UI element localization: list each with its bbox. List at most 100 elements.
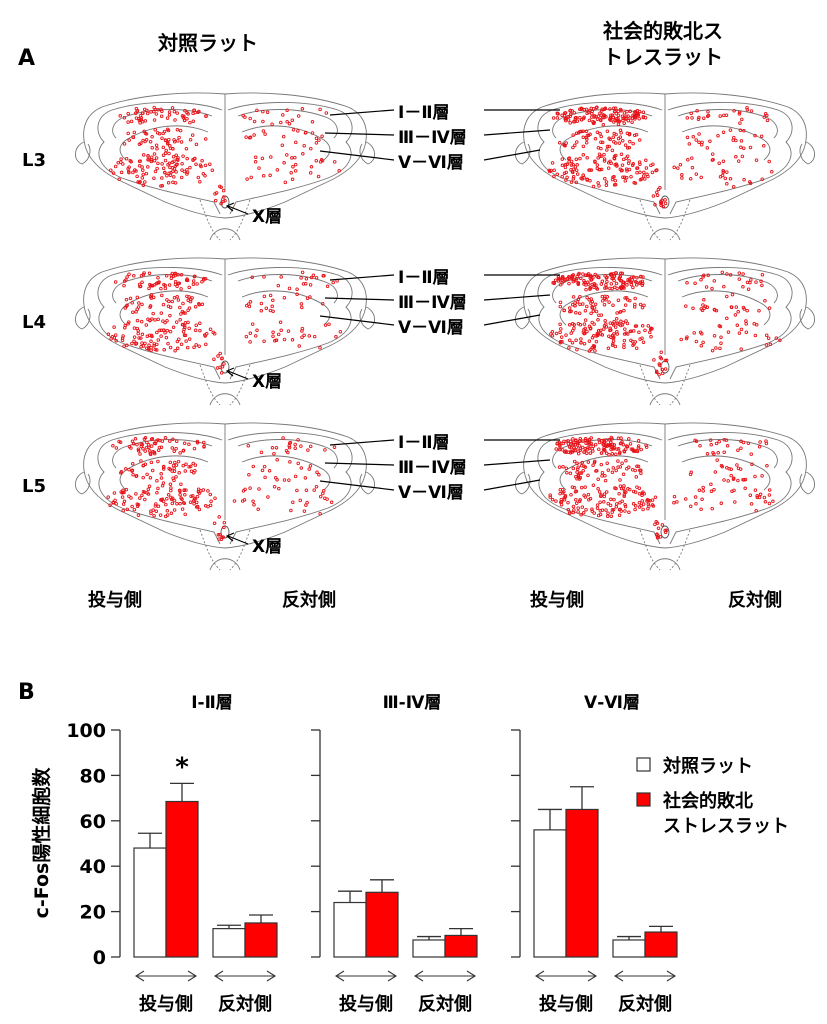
leader-line <box>483 314 541 326</box>
cfos-positive-cell-dot <box>700 497 704 502</box>
cfos-positive-cell-dot <box>140 332 145 337</box>
cfos-positive-cell-dot <box>599 451 604 455</box>
cfos-positive-cell-dot <box>724 438 729 442</box>
cfos-positive-cell-dot <box>584 140 589 145</box>
cfos-positive-cell-dot <box>317 473 321 477</box>
cfos-positive-cell-dot <box>309 146 313 151</box>
cfos-positive-cell-dot <box>604 282 608 287</box>
cfos-positive-cell-dot <box>561 441 565 446</box>
cfos-positive-cell-dot <box>583 438 588 443</box>
cfos-positive-cell-dot <box>728 273 733 277</box>
cfos-positive-cell-dot <box>574 310 578 315</box>
cfos-positive-cell-dot <box>122 499 127 504</box>
cfos-positive-cell-dot <box>190 133 195 137</box>
cfos-positive-cell-dot <box>574 474 578 479</box>
cfos-positive-cell-dot <box>607 144 611 149</box>
row-label-l3: L3 <box>22 150 46 171</box>
cfos-positive-cell-dot <box>179 312 183 316</box>
cfos-positive-cell-dot <box>245 177 249 181</box>
cfos-positive-cell-dot <box>323 448 327 452</box>
cfos-positive-cell-dot <box>154 112 159 116</box>
cfos-positive-cell-dot <box>616 113 621 118</box>
cfos-positive-cell-dot <box>156 486 160 491</box>
cfos-positive-cell-dot <box>554 447 558 451</box>
cfos-positive-cell-dot <box>170 501 175 506</box>
cfos-positive-cell-dot <box>322 274 326 278</box>
cfos-positive-cell-dot <box>143 180 147 184</box>
legend-label-stress-line2: ストレスラット <box>663 816 789 837</box>
cfos-positive-cell-dot <box>590 336 595 340</box>
cfos-positive-cell-dot <box>182 118 187 123</box>
cfos-positive-cell-dot <box>611 323 616 327</box>
cfos-positive-cell-dot <box>713 308 717 312</box>
cfos-positive-cell-dot <box>152 118 157 122</box>
cfos-positive-cell-dot <box>618 501 622 505</box>
cfos-positive-cell-dot <box>242 498 247 502</box>
cfos-positive-cell-dot <box>134 310 138 314</box>
cfos-positive-cell-dot <box>692 331 696 335</box>
cfos-positive-cell-dot <box>199 489 203 493</box>
cfos-positive-cell-dot <box>735 463 739 467</box>
cfos-positive-cell-dot <box>144 171 149 176</box>
cfos-positive-cell-dot <box>185 170 190 174</box>
cfos-positive-cell-dot <box>578 439 582 443</box>
cfos-positive-cell-dot <box>193 468 197 473</box>
cfos-positive-cell-dot <box>595 166 600 171</box>
cfos-positive-cell-dot <box>570 340 575 345</box>
cfos-positive-cell-dot <box>135 174 139 179</box>
cfos-positive-cell-dot <box>137 163 142 168</box>
cfos-positive-cell-dot <box>762 115 767 119</box>
cfos-positive-cell-dot <box>154 143 159 147</box>
cfos-positive-cell-dot <box>608 118 613 123</box>
cfos-positive-cell-dot <box>598 117 603 122</box>
cfos-positive-cell-dot <box>156 317 160 322</box>
cfos-positive-cell-dot <box>191 111 195 116</box>
cfos-positive-cell-dot <box>584 129 589 134</box>
cfos-positive-cell-dot <box>154 156 159 160</box>
cfos-positive-cell-dot <box>131 310 135 314</box>
cfos-positive-cell-dot <box>132 274 136 278</box>
cfos-positive-cell-dot <box>168 345 173 350</box>
cfos-positive-cell-dot <box>221 199 226 204</box>
cfos-positive-cell-dot <box>602 500 606 504</box>
cfos-positive-cell-dot <box>300 270 305 275</box>
cfos-positive-cell-dot <box>725 170 729 174</box>
cfos-positive-cell-dot <box>185 277 189 281</box>
cfos-positive-cell-dot <box>744 330 749 334</box>
cfos-positive-cell-dot <box>169 511 174 516</box>
cfos-positive-cell-dot <box>193 274 197 278</box>
cfos-positive-cell-dot <box>554 331 559 336</box>
cfos-positive-cell-dot <box>152 342 156 346</box>
cfos-positive-cell-dot <box>143 462 148 466</box>
cfos-positive-cell-dot <box>255 108 259 113</box>
cfos-positive-cell-dot <box>168 482 173 487</box>
cfos-positive-cell-dot <box>193 156 197 161</box>
cfos-positive-cell-dot <box>156 275 160 280</box>
cfos-positive-cell-dot <box>567 281 571 286</box>
cfos-positive-cell-dot <box>158 513 163 517</box>
cfos-positive-cell-dot <box>598 111 602 116</box>
cfos-positive-cell-dot <box>620 461 624 465</box>
cfos-positive-cell-dot <box>288 460 292 464</box>
cfos-positive-cell-dot <box>745 308 749 313</box>
cfos-positive-cell-dot <box>560 281 564 285</box>
cfos-positive-cell-dot <box>571 145 575 150</box>
cfos-positive-cell-dot <box>587 298 591 302</box>
cfos-positive-cell-dot <box>644 158 648 163</box>
cfos-positive-cell-dot <box>608 442 613 447</box>
cfos-positive-cell-dot <box>106 495 110 499</box>
cfos-positive-cell-dot <box>656 534 660 538</box>
bar <box>444 934 478 958</box>
layer-label-l10: Ⅹ層 <box>252 207 283 227</box>
cfos-positive-cell-dot <box>180 497 184 501</box>
cfos-positive-cell-dot <box>574 438 578 442</box>
cfos-positive-cell-dot <box>151 311 155 316</box>
cfos-positive-cell-dot <box>749 278 753 282</box>
cfos-positive-cell-dot <box>560 491 565 495</box>
cfos-positive-cell-dot <box>247 304 252 309</box>
cfos-positive-cell-dot <box>636 112 640 116</box>
cfos-positive-cell-dot <box>563 162 568 167</box>
cfos-positive-cell-dot <box>612 154 617 158</box>
cfos-positive-cell-dot <box>252 119 257 124</box>
